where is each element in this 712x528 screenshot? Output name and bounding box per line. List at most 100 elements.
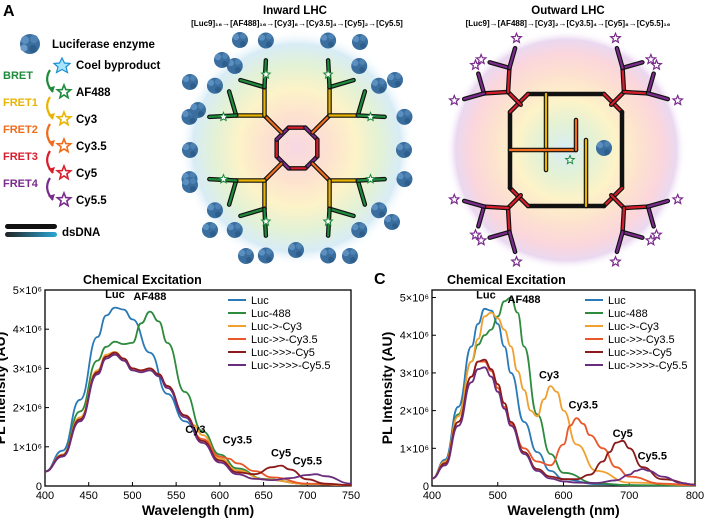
luciferase-enzyme-icon (320, 32, 337, 49)
dna-dye-strand (622, 90, 650, 95)
dna-dye-strand (328, 207, 355, 217)
luciferase-enzyme-icon (320, 247, 337, 264)
dna-dye-strand (646, 199, 669, 208)
dna-dye-strand (646, 72, 655, 95)
series-line (431, 311, 696, 487)
luciferase-enzyme-icon (226, 57, 243, 74)
legend-transfer-label: FRET4 (3, 178, 39, 190)
legend-dye-label: AF488 (76, 87, 111, 99)
dna-dye-strand (622, 205, 650, 210)
series-line (44, 353, 352, 485)
legend-dsdna-label: dsDNA (62, 227, 100, 239)
dna-dye-strand (488, 230, 511, 239)
y-tick-label: 3×10⁶ (400, 368, 429, 380)
luciferase-enzyme-icon (182, 142, 198, 158)
dye-star-icon (644, 52, 658, 65)
luciferase-enzyme-icon (351, 222, 368, 239)
inward-halo (179, 30, 415, 266)
luciferase-enzyme-icon (384, 214, 400, 230)
luciferase-enzyme-icon (257, 32, 274, 49)
panel-letter-a: A (3, 3, 15, 20)
legend-dye-label: Cy3 (76, 114, 97, 126)
legend-arrow-head (48, 140, 55, 146)
dna-dye-strand (621, 66, 626, 94)
dye-star-icon (365, 111, 377, 122)
outward-title: Outward LHC (531, 5, 604, 17)
dye-star-icon (260, 68, 272, 80)
dna-dye-strand (646, 92, 669, 101)
dna-dye-strand (477, 72, 486, 95)
peak-annotation: Cy3 (539, 370, 559, 382)
dna-dye-strand (311, 114, 331, 134)
series-line (431, 366, 696, 486)
series-line (431, 307, 696, 487)
luciferase-enzyme-icon (371, 77, 388, 94)
dye-star-icon (217, 111, 229, 122)
panel-letter-c: C (374, 271, 386, 288)
dye-star-icon (671, 192, 685, 205)
y-tick-label: 2×10⁶ (13, 403, 42, 415)
luciferase-enzyme-icon (232, 32, 248, 48)
panel-a: A Luciferase enzyme Coel byproduct BRET A… (3, 3, 686, 270)
peak-annotation: Luc (476, 289, 496, 301)
x-axis-title: Wavelength (nm) (507, 502, 619, 518)
luciferase-icon (20, 34, 40, 54)
y-tick-label: 4×10⁶ (400, 330, 429, 342)
dye-star-icon (671, 93, 685, 106)
luciferase-enzyme-icon (342, 248, 358, 264)
dye-star-icon (609, 31, 622, 44)
luciferase-enzyme-icon (371, 202, 388, 219)
peak-annotation: AF488 (133, 291, 166, 303)
dye-star-icon (644, 233, 658, 246)
luciferase-enzyme-icon (202, 222, 218, 238)
dna-dye-strand (482, 205, 510, 210)
y-tick-label: 3×10⁶ (13, 363, 42, 375)
y-tick-label: 2×10⁶ (400, 406, 429, 418)
legend-entry: Luc->-Cy3 (608, 321, 659, 333)
legend-entry: Luc (608, 295, 626, 307)
y-tick-label: 5×10⁶ (13, 285, 42, 297)
x-axis-title: Wavelength (nm) (142, 502, 254, 518)
dna-dye-strand (477, 205, 486, 228)
dna-dye-strand (506, 66, 511, 94)
legend-dye-star-icon (55, 190, 73, 208)
x-tick-label: 400 (423, 490, 441, 502)
x-tick-label: 600 (554, 490, 572, 502)
x-tick-label: 450 (80, 490, 98, 502)
legend-byproduct-label: Coel byproduct (76, 60, 161, 72)
peak-annotation: AF488 (508, 294, 541, 306)
dna-dye-strand (228, 90, 238, 117)
dna-dye-strand (621, 230, 644, 239)
outward-sequence: [Luc9]→[AF488]→[Cy3]₂→[Cy3.5]₄→[Cy5]₈→[C… (466, 19, 671, 28)
dna-dye-strand (356, 90, 366, 117)
x-tick-label: 600 (211, 490, 229, 502)
luciferase-enzyme-icon (387, 72, 403, 88)
dye-star-icon (260, 215, 272, 227)
y-tick-label: 4×10⁶ (13, 324, 42, 336)
dna-dye-strand (508, 230, 517, 253)
luciferase-enzyme-icon (206, 202, 223, 219)
chart-c: C Chemical Excitation 400 500 600 700 800 0 1×10… (374, 271, 704, 518)
legend-dye-star-icon (55, 163, 73, 181)
dye-star-icon (322, 68, 334, 80)
dna-dye-strand (506, 194, 522, 210)
x-tick-label: 550 (167, 490, 185, 502)
y-tick-label: 0 (36, 481, 42, 493)
luciferase-enzyme-icon (257, 247, 274, 264)
legend-dye-star-icon (55, 109, 73, 127)
legend-arrow-head (48, 167, 55, 173)
y-tick-label: 1×10⁶ (400, 443, 429, 455)
luciferase-enzyme-icon (396, 142, 412, 158)
dna-dye-strand (610, 90, 626, 106)
dna-dye-strand (506, 206, 511, 234)
dna-dye-strand (646, 205, 655, 228)
dna-dye-strand (506, 90, 522, 106)
legend-transfer-label: BRET (3, 70, 33, 82)
legend-transfer-label: FRET1 (3, 97, 38, 109)
dye-star-icon (322, 215, 334, 227)
legend-dye-star-icon (55, 82, 73, 100)
x-tick-label: 650 (254, 490, 272, 502)
peak-annotation: Cy5 (613, 428, 633, 440)
dna-dye-strand (488, 61, 511, 70)
